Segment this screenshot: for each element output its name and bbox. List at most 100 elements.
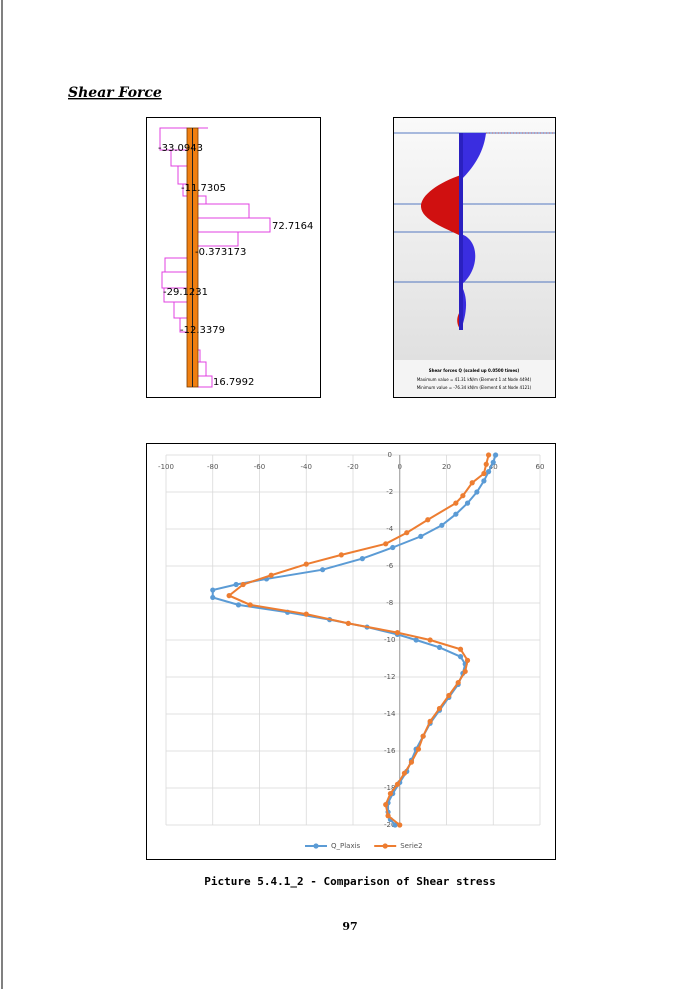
series-marker (394, 781, 401, 787)
left-diagram: -33.0943 -11.7305 72.7164 -0.373173 -29.… (146, 117, 321, 398)
series-marker (413, 637, 419, 643)
info-band (394, 360, 555, 397)
series-marker (390, 544, 396, 551)
series-marker (485, 452, 492, 458)
legend-marker (382, 843, 388, 849)
y-tick-label: -16 (384, 747, 396, 755)
y-tick-label: 0 (388, 451, 392, 459)
chart: -100-80-60-40-2002040600-2-4-6-8-10-12-1… (158, 451, 544, 850)
legend-marker (313, 843, 319, 849)
series-marker (460, 493, 466, 499)
x-tick-label: -100 (158, 463, 174, 471)
series-marker (226, 593, 232, 599)
series-marker (485, 469, 492, 475)
series-marker (425, 517, 431, 523)
series-marker (359, 556, 365, 562)
x-tick-label: 40 (489, 463, 498, 471)
series-marker (387, 790, 393, 797)
info-title: Shear forces Q (scaled up 0.0500 times) (429, 368, 520, 373)
step-outline (159, 127, 271, 388)
series-marker (446, 692, 452, 699)
series-marker (474, 489, 480, 495)
series-marker (492, 452, 499, 458)
series-marker (457, 646, 464, 652)
series-marker (455, 679, 461, 686)
series-marker (427, 718, 433, 725)
series-marker (338, 552, 344, 558)
force-label: -29.1231 (163, 287, 208, 298)
force-label: 16.7992 (213, 377, 254, 388)
y-tick-label: -8 (386, 599, 393, 607)
chart-frame (146, 443, 556, 860)
y-tick-label: -18 (384, 784, 395, 792)
series-marker (320, 567, 326, 573)
series-marker (439, 522, 445, 528)
legend-label: Serie2 (400, 842, 422, 850)
y-tick-label: -10 (384, 636, 395, 644)
wall-axis (459, 133, 463, 330)
series-marker (415, 746, 422, 752)
series-marker (464, 657, 471, 663)
series-marker (418, 533, 424, 540)
info-max: Maximum value = 41.31 kN/m (Element 1 at… (417, 377, 532, 382)
force-label: -12.3379 (180, 325, 225, 336)
series-marker (420, 733, 426, 739)
series-marker (385, 813, 391, 819)
y-tick-label: -12 (384, 673, 395, 681)
series-marker (303, 561, 309, 567)
series-marker (481, 470, 487, 477)
series-marker (453, 511, 459, 517)
series-marker (345, 620, 351, 626)
series-marker (210, 587, 216, 593)
series-marker (247, 602, 253, 608)
y-tick-label: -2 (386, 488, 393, 496)
series-marker (427, 637, 433, 643)
x-tick-label: -60 (254, 463, 265, 471)
positive-region (461, 133, 486, 180)
figure-caption: Picture 5.4.1_2 - Comparison of Shear st… (204, 875, 495, 888)
series-marker (436, 644, 443, 651)
series-marker (383, 541, 389, 547)
force-label: -0.373173 (195, 247, 246, 258)
series-marker (397, 822, 403, 828)
series-marker (401, 770, 408, 776)
series-marker (210, 594, 216, 601)
series-marker (268, 572, 274, 578)
series-marker (457, 654, 464, 660)
series-marker (233, 581, 239, 588)
y-tick-label: -6 (386, 562, 394, 570)
negative-region (420, 175, 461, 236)
legend-label: Q_Plaxis (331, 842, 361, 850)
series-marker (303, 611, 309, 617)
series-marker (490, 459, 496, 465)
section-heading: Shear Force (68, 85, 162, 101)
series-marker (392, 822, 398, 828)
x-tick-label: 60 (536, 463, 545, 471)
series-marker (436, 705, 443, 712)
x-tick-label: -40 (301, 463, 312, 471)
series-marker (404, 530, 410, 536)
force-label: 72.7164 (272, 221, 313, 232)
series-marker (469, 480, 475, 486)
series-marker (408, 759, 415, 765)
shear-steps (159, 127, 271, 388)
right-diagram: Shear forces Q (scaled up 0.0500 times) … (393, 117, 556, 398)
force-label: -11.7305 (181, 183, 226, 194)
series-marker (240, 581, 246, 588)
y-tick-label: -20 (384, 821, 395, 829)
series-marker (462, 668, 468, 675)
force-label: -33.0943 (158, 143, 203, 154)
y-tick-label: -4 (386, 525, 394, 533)
series-marker (235, 602, 242, 608)
series-marker (464, 500, 471, 506)
positive-region (461, 234, 476, 285)
y-tick-label: -14 (384, 710, 396, 718)
series-marker (481, 478, 487, 484)
series-marker (453, 500, 459, 506)
x-tick-label: -80 (207, 463, 218, 471)
page-number: 97 (342, 920, 357, 933)
info-min: Minimum value = -76.34 kN/m (Element 6 a… (417, 385, 532, 390)
x-tick-label: 20 (442, 463, 451, 471)
